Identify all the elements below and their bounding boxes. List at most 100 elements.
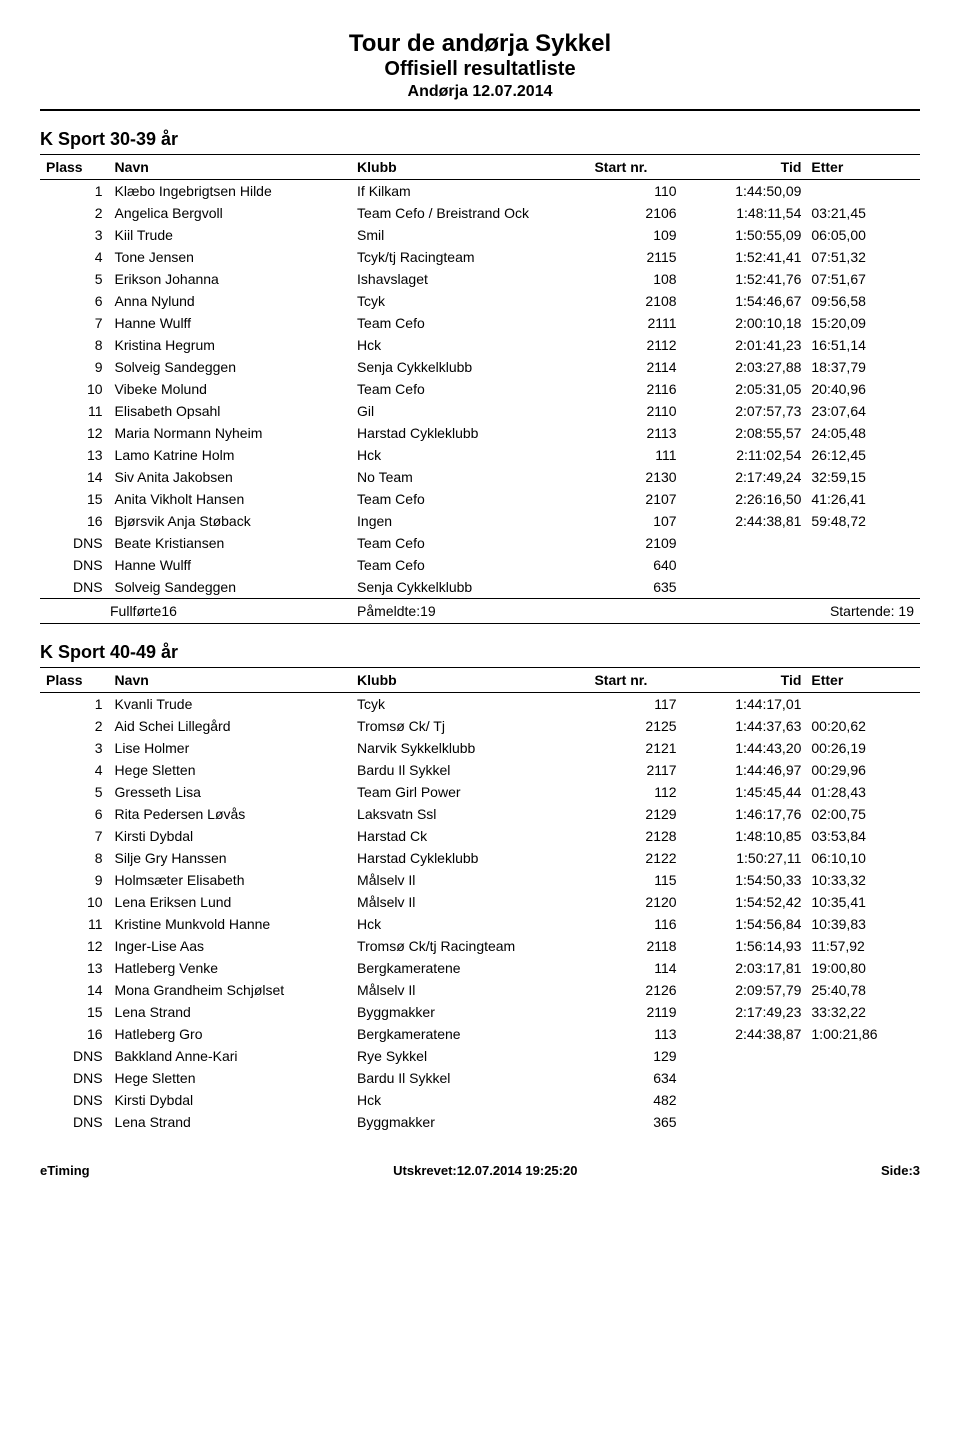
cell-etter: 01:28,43	[807, 781, 920, 803]
cell-tid: 1:44:37,63	[683, 715, 808, 737]
cell-startnr: 2111	[588, 312, 682, 334]
cell-startnr: 114	[588, 957, 682, 979]
cell-tid: 2:00:10,18	[683, 312, 808, 334]
cell-startnr: 2113	[588, 422, 682, 444]
cell-etter: 15:20,09	[807, 312, 920, 334]
cell-tid: 1:54:46,67	[683, 290, 808, 312]
table-row: 13Hatleberg VenkeBergkameratene1142:03:1…	[40, 957, 920, 979]
table-row: 1Kvanli TrudeTcyk1171:44:17,01	[40, 693, 920, 716]
cell-startnr: 2110	[588, 400, 682, 422]
cell-navn: Hanne Wulff	[109, 312, 352, 334]
cell-navn: Bakkland Anne-Kari	[109, 1045, 352, 1067]
cell-klubb: Gil	[351, 400, 588, 422]
cell-startnr: 2106	[588, 202, 682, 224]
cell-plass: 7	[40, 825, 109, 847]
cell-startnr: 109	[588, 224, 682, 246]
cell-plass: 15	[40, 488, 109, 510]
cell-klubb: Narvik Sykkelklubb	[351, 737, 588, 759]
cell-etter	[807, 1067, 920, 1089]
cell-startnr: 365	[588, 1111, 682, 1133]
cell-etter	[807, 532, 920, 554]
cell-startnr: 2120	[588, 891, 682, 913]
cell-navn: Vibeke Molund	[109, 378, 352, 400]
cell-navn: Kirsti Dybdal	[109, 1089, 352, 1111]
cell-etter	[807, 554, 920, 576]
cell-etter	[807, 693, 920, 716]
cell-tid: 2:17:49,24	[683, 466, 808, 488]
cell-tid	[683, 1111, 808, 1133]
cell-navn: Beate Kristiansen	[109, 532, 352, 554]
cell-etter: 00:29,96	[807, 759, 920, 781]
cell-tid: 1:45:45,44	[683, 781, 808, 803]
cell-navn: Lena Strand	[109, 1001, 352, 1023]
footer-right: Side:3	[881, 1163, 920, 1178]
table-row: 8Kristina HegrumHck21122:01:41,2316:51,1…	[40, 334, 920, 356]
cell-plass: 3	[40, 224, 109, 246]
cell-plass: 9	[40, 356, 109, 378]
cell-klubb: Tcyk	[351, 290, 588, 312]
cell-navn: Kristina Hegrum	[109, 334, 352, 356]
cell-klubb: Bergkameratene	[351, 1023, 588, 1045]
cell-navn: Hege Sletten	[109, 1067, 352, 1089]
cell-klubb: Senja Cykkelklubb	[351, 576, 588, 599]
cell-startnr: 2119	[588, 1001, 682, 1023]
table-row: 16Bjørsvik Anja StøbackIngen1072:44:38,8…	[40, 510, 920, 532]
cell-navn: Siv Anita Jakobsen	[109, 466, 352, 488]
cell-startnr: 2109	[588, 532, 682, 554]
col-header-plass: Plass	[40, 155, 109, 180]
col-header-plass: Plass	[40, 668, 109, 693]
cell-tid	[683, 554, 808, 576]
cell-navn: Inger-Lise Aas	[109, 935, 352, 957]
table-row: DNSBakkland Anne-KariRye Sykkel129	[40, 1045, 920, 1067]
cell-navn: Angelica Bergvoll	[109, 202, 352, 224]
cell-navn: Kirsti Dybdal	[109, 825, 352, 847]
cell-startnr: 115	[588, 869, 682, 891]
footer-left: eTiming	[40, 1163, 90, 1178]
cell-plass: 8	[40, 847, 109, 869]
cell-etter: 26:12,45	[807, 444, 920, 466]
cell-etter: 07:51,32	[807, 246, 920, 268]
cell-klubb: Tcyk	[351, 693, 588, 716]
cell-tid: 1:56:14,93	[683, 935, 808, 957]
cell-tid: 1:44:46,97	[683, 759, 808, 781]
cell-navn: Lise Holmer	[109, 737, 352, 759]
cell-plass: 5	[40, 268, 109, 290]
cell-navn: Kiil Trude	[109, 224, 352, 246]
cell-klubb: Team Cefo	[351, 488, 588, 510]
cell-navn: Hatleberg Venke	[109, 957, 352, 979]
cell-navn: Holmsæter Elisabeth	[109, 869, 352, 891]
cell-klubb: Harstad Cykleklubb	[351, 422, 588, 444]
col-header-tid: Tid	[683, 668, 808, 693]
cell-plass: 3	[40, 737, 109, 759]
cell-etter: 03:21,45	[807, 202, 920, 224]
cell-klubb: Laksvatn Ssl	[351, 803, 588, 825]
cell-plass: DNS	[40, 1067, 109, 1089]
table-row: 5Gresseth LisaTeam Girl Power1121:45:45,…	[40, 781, 920, 803]
cell-tid: 2:26:16,50	[683, 488, 808, 510]
cell-navn: Hege Sletten	[109, 759, 352, 781]
cell-klubb: Team Cefo	[351, 532, 588, 554]
cell-navn: Anita Vikholt Hansen	[109, 488, 352, 510]
cell-startnr: 2128	[588, 825, 682, 847]
cell-startnr: 2108	[588, 290, 682, 312]
cell-tid	[683, 1067, 808, 1089]
cell-startnr: 2130	[588, 466, 682, 488]
cell-startnr: 2118	[588, 935, 682, 957]
results-table: PlassNavnKlubbStart nr.TidEtter1Klæbo In…	[40, 154, 920, 624]
cell-startnr: 2117	[588, 759, 682, 781]
cell-startnr: 2126	[588, 979, 682, 1001]
table-row: 15Lena StrandByggmakker21192:17:49,2333:…	[40, 1001, 920, 1023]
cell-klubb: Byggmakker	[351, 1001, 588, 1023]
cell-tid: 2:05:31,05	[683, 378, 808, 400]
cell-tid: 2:03:27,88	[683, 356, 808, 378]
cell-startnr: 2114	[588, 356, 682, 378]
table-row: 15Anita Vikholt HansenTeam Cefo21072:26:…	[40, 488, 920, 510]
cell-plass: 14	[40, 466, 109, 488]
table-row: 10Vibeke MolundTeam Cefo21162:05:31,0520…	[40, 378, 920, 400]
col-header-etter: Etter	[807, 668, 920, 693]
cell-navn: Solveig Sandeggen	[109, 356, 352, 378]
cell-etter	[807, 576, 920, 599]
cell-klubb: Målselv Il	[351, 891, 588, 913]
cell-etter: 16:51,14	[807, 334, 920, 356]
cell-navn: Lena Strand	[109, 1111, 352, 1133]
